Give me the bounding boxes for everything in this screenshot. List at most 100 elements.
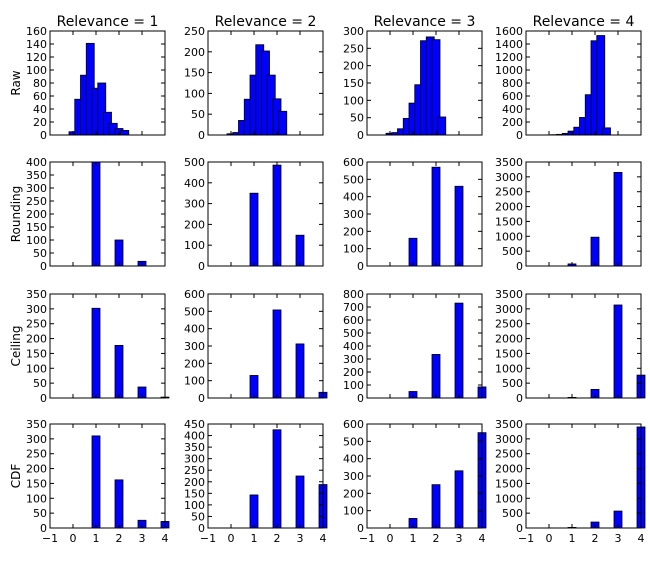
y-tick-label: 250 xyxy=(26,318,47,331)
column-title: Relevance = 1 xyxy=(57,14,159,30)
bar xyxy=(92,162,100,266)
column-title: Relevance = 4 xyxy=(533,14,635,30)
y-tick-label: 120 xyxy=(26,51,47,64)
bar xyxy=(455,303,463,398)
y-tick-label: 1200 xyxy=(495,51,523,64)
y-tick-label: 0 xyxy=(40,392,47,405)
y-tick-label: 150 xyxy=(343,77,364,90)
y-tick-label: 100 xyxy=(343,379,364,392)
y-tick-label: 0 xyxy=(40,260,47,273)
x-tick-label: 3 xyxy=(615,532,622,545)
bar xyxy=(438,117,446,135)
y-tick-label: 250 xyxy=(184,25,205,38)
y-tick-label: 200 xyxy=(184,357,205,370)
bar xyxy=(250,193,258,266)
y-tick-label: 50 xyxy=(33,377,47,390)
y-tick-label: 0 xyxy=(357,129,364,142)
y-tick-label: 1500 xyxy=(495,215,523,228)
bar xyxy=(591,237,599,266)
row-label: Ceiling xyxy=(9,326,23,367)
y-tick-label: 200 xyxy=(343,487,364,500)
y-tick-label: 200 xyxy=(184,476,205,489)
y-tick-label: 600 xyxy=(343,418,364,431)
bar xyxy=(273,310,281,398)
axes-frame xyxy=(50,424,165,528)
y-tick-label: 3500 xyxy=(495,288,523,301)
y-tick-label: 500 xyxy=(184,156,205,169)
axes-frame xyxy=(526,294,641,398)
axes-frame xyxy=(367,424,482,528)
y-tick-label: 300 xyxy=(26,303,47,316)
y-tick-label: 1600 xyxy=(495,25,523,38)
y-tick-label: 2000 xyxy=(495,463,523,476)
y-tick-label: 50 xyxy=(350,112,364,125)
y-tick-label: 600 xyxy=(184,288,205,301)
y-tick-label: 3500 xyxy=(495,156,523,169)
y-tick-label: 250 xyxy=(343,42,364,55)
bar xyxy=(614,172,622,266)
x-tick-label: 2 xyxy=(274,532,281,545)
y-tick-label: 300 xyxy=(343,353,364,366)
y-tick-label: 400 xyxy=(343,340,364,353)
row-label: Raw xyxy=(9,70,23,95)
y-tick-label: 100 xyxy=(343,94,364,107)
y-tick-label: 2500 xyxy=(495,186,523,199)
y-tick-label: 300 xyxy=(184,453,205,466)
bar xyxy=(432,167,440,266)
y-tick-label: 1000 xyxy=(495,230,523,243)
bar xyxy=(279,111,287,135)
y-tick-label: 800 xyxy=(343,288,364,301)
y-tick-label: 250 xyxy=(184,464,205,477)
y-tick-label: 2000 xyxy=(495,201,523,214)
y-tick-label: 0 xyxy=(357,392,364,405)
axes-frame xyxy=(526,162,641,266)
row-label: CDF xyxy=(9,464,23,489)
y-tick-label: 2500 xyxy=(495,448,523,461)
axes-frame xyxy=(208,424,323,528)
bar xyxy=(296,476,304,528)
y-tick-label: 600 xyxy=(343,314,364,327)
x-tick-label: 2 xyxy=(116,532,123,545)
y-tick-label: 0 xyxy=(516,392,523,405)
y-tick-label: 250 xyxy=(26,195,47,208)
y-tick-label: 200 xyxy=(26,463,47,476)
x-tick-label: 2 xyxy=(433,532,440,545)
y-tick-label: 150 xyxy=(26,347,47,360)
x-tick-label: 1 xyxy=(410,532,417,545)
y-tick-label: 20 xyxy=(33,116,47,129)
y-tick-label: 200 xyxy=(26,333,47,346)
y-tick-label: 0 xyxy=(516,129,523,142)
y-tick-label: 150 xyxy=(184,67,205,80)
y-tick-label: 3000 xyxy=(495,171,523,184)
y-tick-label: 0 xyxy=(516,260,523,273)
bar xyxy=(92,308,100,398)
y-tick-label: 300 xyxy=(26,182,47,195)
y-tick-label: 100 xyxy=(184,239,205,252)
y-tick-label: 140 xyxy=(26,38,47,51)
y-tick-label: 3000 xyxy=(495,433,523,446)
y-tick-label: 200 xyxy=(343,225,364,238)
y-tick-label: 400 xyxy=(343,453,364,466)
y-tick-label: 200 xyxy=(502,116,523,129)
y-tick-label: 200 xyxy=(343,60,364,73)
x-tick-label: 1 xyxy=(569,532,576,545)
y-tick-label: 400 xyxy=(184,430,205,443)
y-tick-label: 3000 xyxy=(495,303,523,316)
bar xyxy=(296,344,304,398)
y-tick-label: 160 xyxy=(26,25,47,38)
column-title: Relevance = 3 xyxy=(374,14,476,30)
x-tick-label: 2 xyxy=(592,532,599,545)
y-tick-label: 0 xyxy=(40,129,47,142)
y-tick-label: 350 xyxy=(26,288,47,301)
y-tick-label: 200 xyxy=(184,46,205,59)
y-tick-label: 2500 xyxy=(495,318,523,331)
y-tick-label: 100 xyxy=(184,499,205,512)
